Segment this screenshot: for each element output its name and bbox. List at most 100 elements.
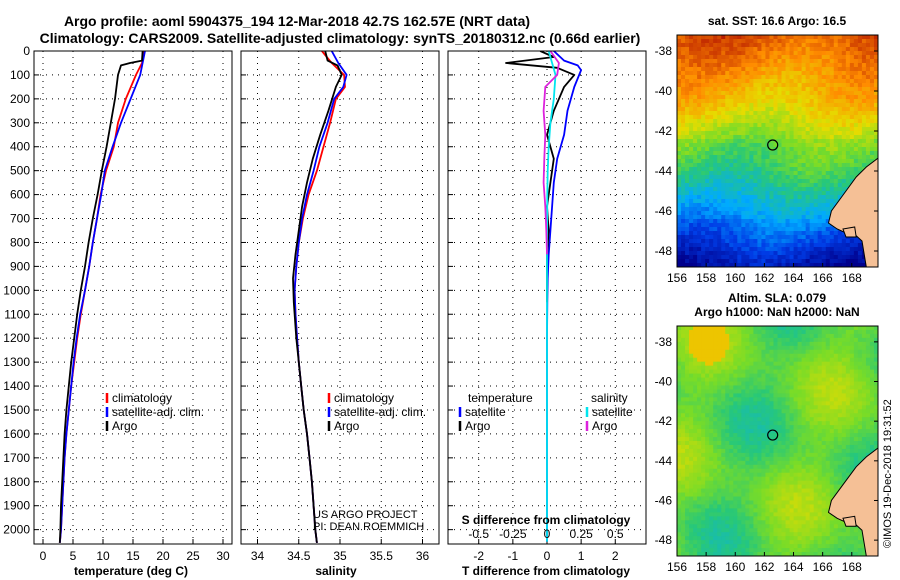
map-cell	[729, 211, 734, 216]
map-cell	[705, 429, 710, 434]
map-cell	[785, 405, 791, 410]
map-cell	[817, 385, 823, 391]
map-cell	[805, 75, 811, 80]
map-cell	[681, 143, 686, 148]
map-cell	[721, 79, 726, 84]
map-cell	[773, 357, 779, 363]
map-cell	[737, 259, 742, 264]
map-cell	[801, 163, 807, 168]
map-cell	[853, 99, 859, 104]
map-cell	[829, 239, 835, 244]
map-cell	[689, 63, 694, 68]
map-cell	[837, 259, 843, 264]
map-cell	[841, 373, 847, 379]
map-cell	[813, 39, 819, 44]
map-cell	[761, 333, 767, 339]
map-cell	[677, 353, 682, 359]
map-cell	[873, 151, 878, 156]
map-cell	[745, 155, 750, 160]
map-cell	[789, 444, 795, 450]
map-cell	[681, 401, 686, 406]
map-cell	[789, 452, 795, 458]
map-cell	[753, 329, 758, 335]
map-cell	[825, 187, 831, 192]
map-cell	[801, 405, 807, 410]
map-cell	[873, 59, 878, 64]
map-cell	[841, 71, 847, 76]
map-cell	[705, 115, 710, 120]
map-cell	[697, 179, 702, 184]
map-cell	[789, 353, 795, 359]
map-cell	[853, 167, 859, 172]
map-cell	[845, 401, 851, 406]
map-cell	[769, 397, 775, 402]
map-cell	[805, 95, 811, 100]
map-cell	[813, 329, 819, 335]
map-cell	[857, 95, 863, 100]
map-cell	[781, 115, 787, 120]
map-cell	[841, 397, 847, 402]
map-cell	[705, 353, 710, 359]
map-cell	[685, 361, 690, 367]
map-cell	[833, 43, 839, 48]
map-cell	[705, 255, 710, 260]
map-cell	[749, 259, 754, 264]
temperature-xlabel: temperature (deg C)	[74, 564, 188, 578]
map-cell	[837, 103, 843, 108]
map-cell	[677, 369, 682, 375]
map-cell	[737, 79, 742, 84]
map-cell	[785, 55, 791, 60]
map-cell	[821, 259, 827, 264]
map-cell	[761, 417, 767, 422]
map-cell	[713, 203, 718, 208]
map-cell	[861, 119, 867, 124]
map-cell	[857, 441, 863, 446]
map-cell	[773, 337, 779, 343]
map-cell	[865, 35, 871, 40]
map-cell	[801, 171, 807, 176]
map-cell	[733, 103, 738, 108]
map-cell	[777, 143, 783, 148]
map-cell	[833, 385, 839, 391]
map-cell	[841, 361, 847, 367]
map-cell	[821, 433, 827, 438]
map-cell	[817, 43, 823, 48]
map-cell	[857, 127, 863, 132]
map-cell	[833, 111, 839, 116]
map-cell	[817, 329, 823, 335]
map-cell	[693, 71, 698, 76]
map-cell	[689, 43, 694, 48]
map-cell	[809, 207, 815, 212]
map-cell	[681, 247, 686, 252]
map-cell	[677, 107, 682, 112]
map-cell	[761, 135, 767, 140]
map-cell	[725, 337, 730, 343]
map-cell	[829, 47, 835, 52]
map-cell	[829, 361, 835, 367]
map-cell	[769, 421, 775, 426]
map-cell	[793, 175, 799, 180]
map-cell	[849, 79, 855, 84]
map-cell	[745, 243, 750, 248]
map-cell	[685, 409, 690, 414]
map-cell	[825, 369, 831, 375]
map-cell	[745, 329, 750, 335]
map-cell	[869, 71, 875, 76]
map-cell	[829, 43, 835, 48]
map-cell	[781, 119, 787, 124]
map-cell	[733, 247, 738, 252]
map-cell	[813, 127, 819, 132]
map-cell	[741, 421, 746, 426]
map-cell	[733, 119, 738, 124]
map-cell	[849, 421, 855, 426]
map-cell	[765, 421, 771, 426]
map-cell	[857, 75, 863, 80]
map-cell	[745, 413, 750, 418]
map-cell	[685, 385, 690, 391]
map-cell	[777, 429, 783, 434]
map-cell	[813, 79, 819, 84]
map-cell	[757, 135, 763, 140]
map-cell	[701, 107, 706, 112]
map-cell	[833, 71, 839, 76]
map-cell	[773, 385, 779, 391]
